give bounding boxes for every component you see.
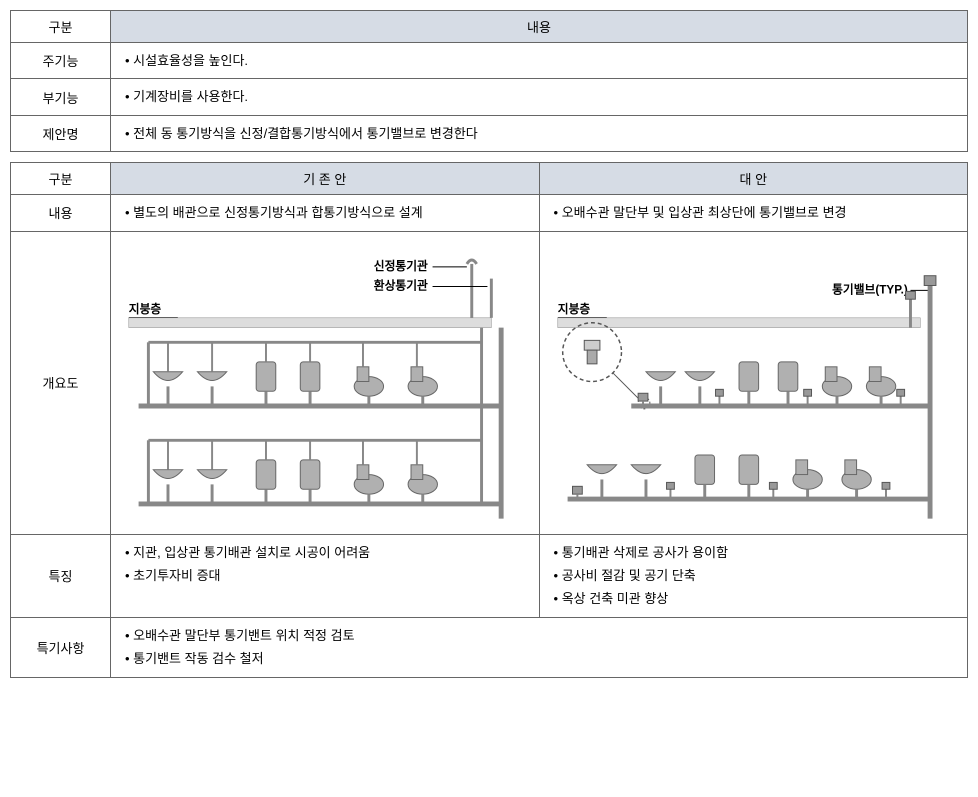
pipe-label1: 신정통기관 <box>374 258 428 272</box>
t2-note-0: 오배수관 말단부 통기밴트 위치 적정 검토 <box>121 624 957 647</box>
t2-diagram-label: 개요도 <box>11 231 111 534</box>
t2-feature-label: 특징 <box>11 534 111 617</box>
t2-feat-ex-1: 초기투자비 증대 <box>121 564 529 587</box>
pipe-label2: 환상통기관 <box>374 278 428 292</box>
alt-floor1 <box>631 361 930 405</box>
t2-header-col1: 구분 <box>11 163 111 195</box>
alternative-diagram: 지붕층 통기밸브(TYP.) <box>548 240 959 523</box>
summary-table: 구분 내용 주기능 시설효율성을 높인다. 부기능 기계장비를 사용한다. 제안… <box>10 10 968 152</box>
t2-content-alternative: 오배수관 말단부 및 입상관 최상단에 통기밸브로 변경 <box>550 201 957 224</box>
floor1-fixtures <box>139 327 502 518</box>
comparison-table: 구분 기 존 안 대 안 내용 별도의 배관으로 신정통기방식과 합통기방식으로… <box>10 162 968 677</box>
t1-row1-label: 부기능 <box>11 79 111 115</box>
t1-row2-label: 제안명 <box>11 115 111 151</box>
valve-label: 통기밸브(TYP.) <box>832 282 908 296</box>
t2-note-label: 특기사항 <box>11 617 111 677</box>
roof-label-alt: 지붕층 <box>557 301 590 315</box>
t2-feat-alt-2: 옥상 건축 미관 향상 <box>550 587 957 610</box>
alt-floor2 <box>567 455 929 499</box>
t2-feat-alt-0: 통기배관 삭제로 공사가 용이함 <box>550 541 957 564</box>
t1-row1-content: 기계장비를 사용한다. <box>121 85 957 108</box>
t2-content-label: 내용 <box>11 195 111 231</box>
t2-header-col2: 기 존 안 <box>111 163 540 195</box>
t2-header-col3: 대 안 <box>539 163 967 195</box>
existing-diagram: 지붕층 신정통기관 환상통기관 <box>119 240 531 523</box>
t1-row0-content: 시설효율성을 높인다. <box>121 49 957 72</box>
t1-header-col2: 내용 <box>111 11 968 43</box>
floor2-fixtures <box>139 406 502 504</box>
t2-feat-alt-1: 공사비 절감 및 공기 단축 <box>550 564 957 587</box>
t2-note-1: 통기밴트 작동 검수 철저 <box>121 647 957 670</box>
t1-row2-content: 전체 동 통기방식을 신정/결합통기방식에서 통기밸브로 변경한다 <box>121 122 957 145</box>
roof-label-existing: 지붕층 <box>129 301 162 315</box>
t1-header-col1: 구분 <box>11 11 111 43</box>
t2-feat-ex-0: 지관, 입상관 통기배관 설치로 시공이 어려움 <box>121 541 529 564</box>
t1-row0-label: 주기능 <box>11 43 111 79</box>
t2-content-existing: 별도의 배관으로 신정통기방식과 합통기방식으로 설계 <box>121 201 529 224</box>
